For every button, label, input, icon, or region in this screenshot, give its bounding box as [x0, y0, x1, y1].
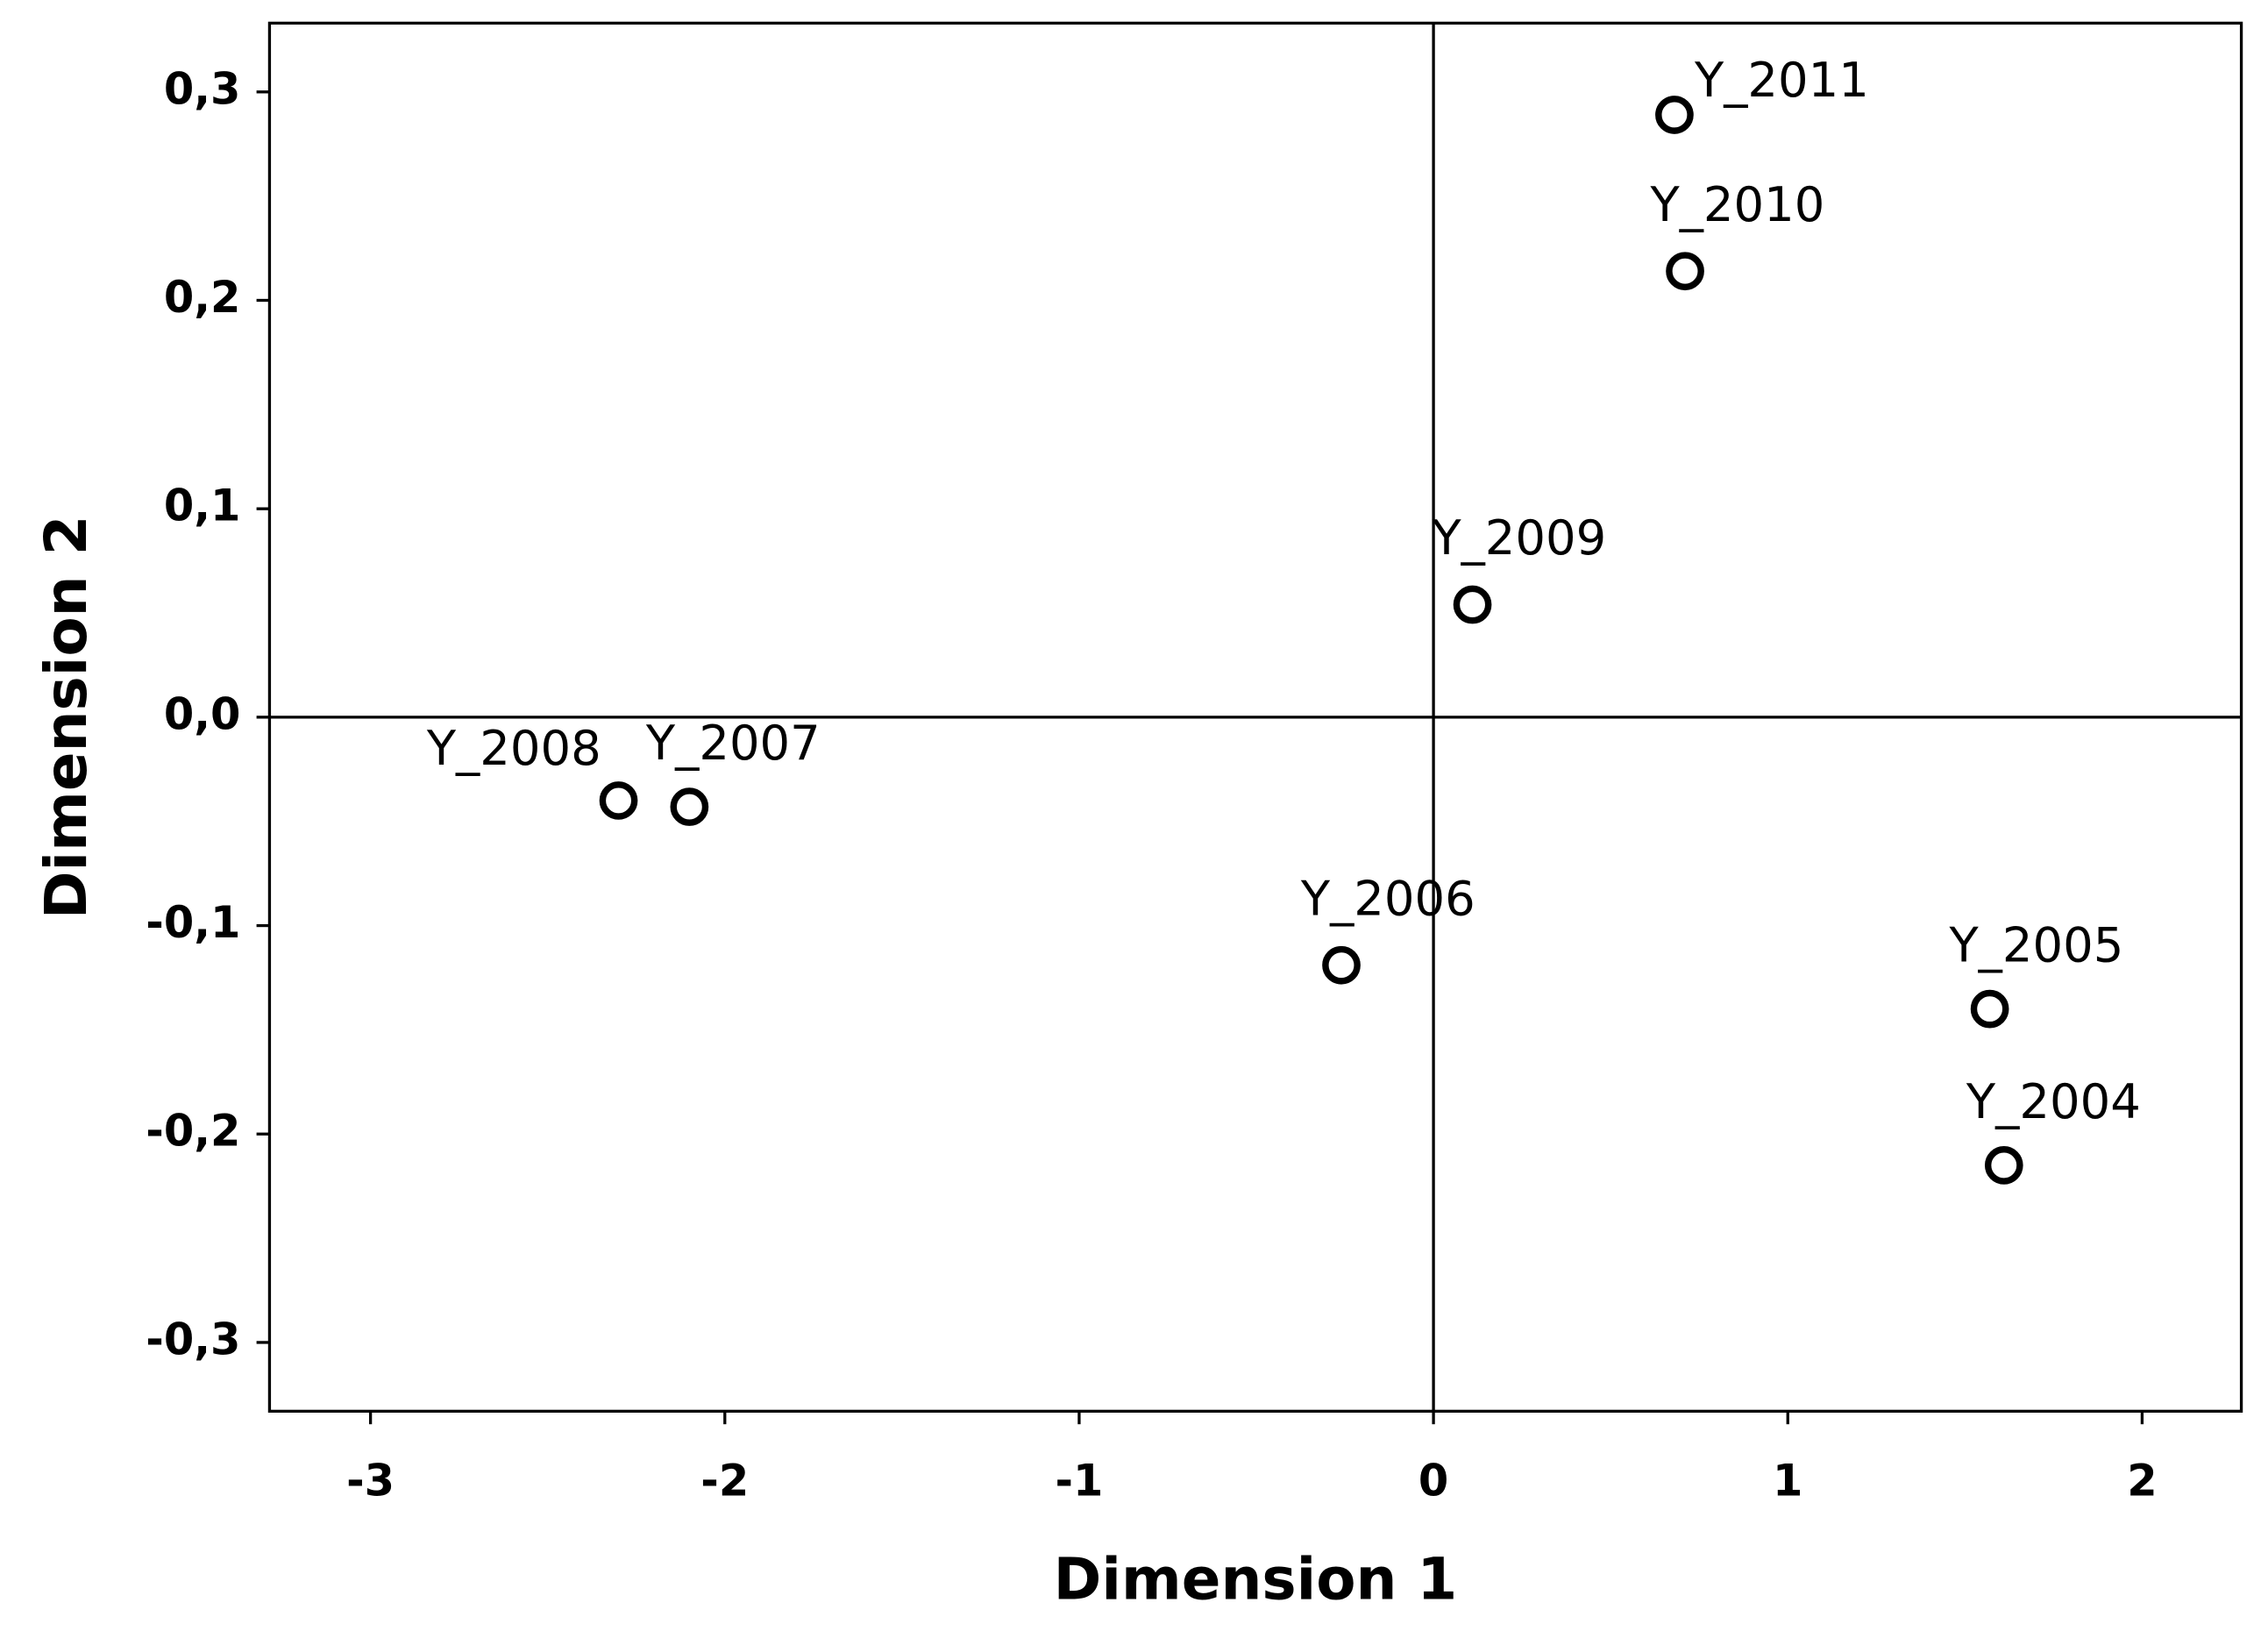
point-label: Y_2007: [645, 715, 821, 771]
point: [1655, 96, 1694, 134]
point-label: Y_2011: [1694, 52, 1869, 108]
y-tick-label: -0,2: [146, 1106, 240, 1157]
point: [1984, 1146, 2023, 1185]
y-tick-label: -0,1: [146, 897, 240, 948]
y-tick-label: 0,0: [164, 688, 241, 739]
x-tick-label: 2: [2127, 1455, 2157, 1506]
y-tick-label: 0,1: [164, 481, 241, 531]
point-label: Y_2004: [1966, 1073, 2141, 1129]
y-tick-label: -0,3: [146, 1314, 240, 1364]
x-axis-title: Dimension 1: [1054, 1546, 1458, 1613]
point-label: Y_2008: [426, 720, 601, 776]
x-tick-label: 0: [1418, 1455, 1448, 1506]
y-tick-label: 0,3: [164, 63, 241, 114]
point: [1666, 252, 1704, 291]
point: [670, 787, 709, 826]
x-tick-label: -2: [700, 1455, 749, 1506]
y-axis-title: Dimension 2: [32, 516, 100, 920]
point-label: Y_2009: [1431, 509, 1606, 566]
y-tick-label: 0,2: [164, 272, 241, 323]
point-label: Y_2010: [1649, 176, 1824, 232]
point-label: Y_2005: [1948, 917, 2123, 973]
point: [1970, 989, 2009, 1029]
point: [599, 781, 638, 820]
point-label: Y_2006: [1300, 870, 1475, 926]
x-tick-label: 1: [1773, 1455, 1802, 1506]
x-tick-label: -3: [346, 1455, 395, 1506]
point: [1322, 945, 1361, 985]
point: [1453, 585, 1492, 624]
x-tick-label: -1: [1055, 1455, 1103, 1506]
